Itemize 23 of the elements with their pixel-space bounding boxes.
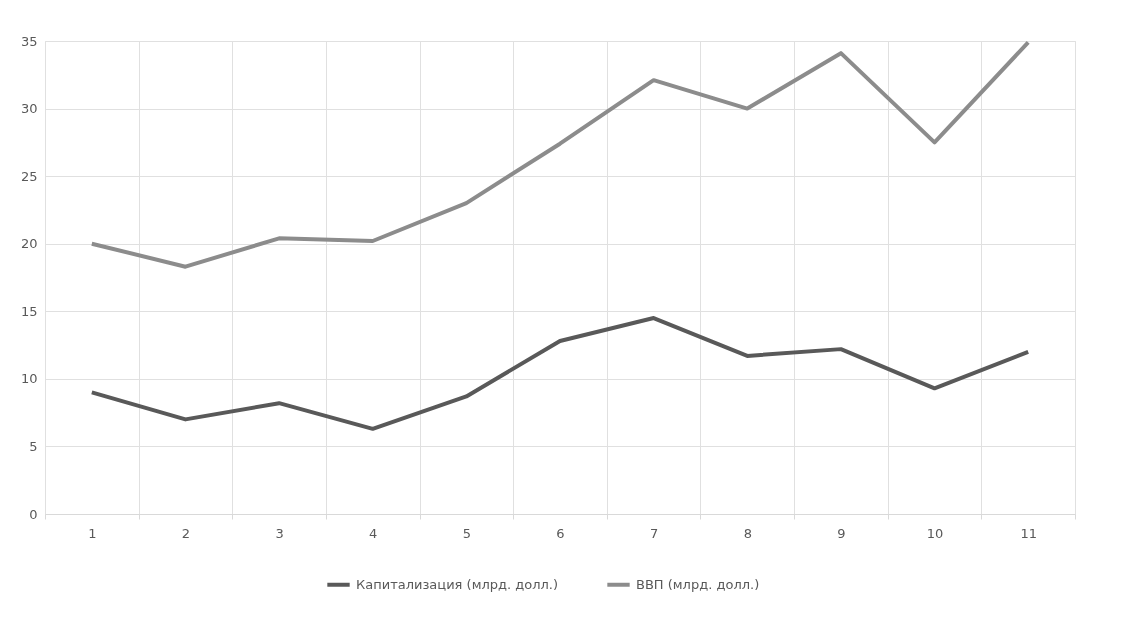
x-tick-label: 7 — [650, 525, 659, 541]
y-tick-label: 15 — [20, 303, 38, 319]
x-tick-label: 8 — [743, 525, 752, 541]
x-tick-label: 9 — [837, 525, 846, 541]
y-tick-label: 10 — [20, 371, 38, 387]
y-tick-label: 0 — [29, 506, 38, 522]
line-series — [89, 40, 1031, 269]
x-tick-label: 2 — [181, 525, 191, 541]
y-tick-label: 35 — [20, 33, 38, 49]
legend-label: Капитализация (млрд. долл.) — [356, 576, 559, 592]
x-tick-label: 4 — [369, 525, 378, 541]
x-tick-label: 3 — [275, 525, 284, 541]
x-tick-label: 10 — [926, 525, 944, 541]
y-tick-label: 5 — [29, 438, 38, 454]
y-tick-label: 25 — [20, 168, 38, 184]
line-series — [89, 316, 1031, 431]
x-tick-label: 11 — [1020, 525, 1037, 541]
y-tick-label: 30 — [20, 101, 38, 117]
x-tick-label: 1 — [88, 525, 97, 541]
legend-label: ВВП (млрд. долл.) — [636, 576, 760, 592]
x-tick-label: 6 — [556, 525, 565, 541]
y-tick-label: 20 — [20, 236, 38, 252]
x-tick-label: 5 — [462, 525, 471, 541]
